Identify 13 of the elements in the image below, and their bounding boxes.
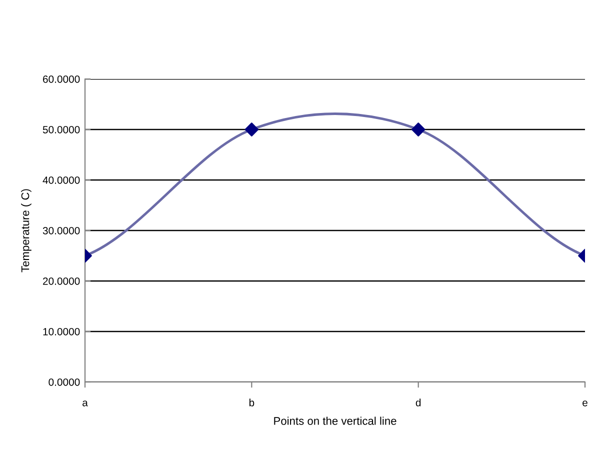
y-tick-label: 30.0000 (42, 227, 80, 234)
y-tick-label: 20.0000 (43, 278, 80, 285)
x-axis-title: Points on the vertical line (274, 416, 396, 425)
y-tick-label: 50.0000 (42, 126, 80, 134)
y-axis-title: Temperature ( C) (21, 189, 32, 272)
x-tick-label: e (582, 400, 588, 406)
x-tick-label: b (249, 398, 254, 406)
y-tick-label: 40.0000 (42, 176, 80, 184)
x-tick-label: a (82, 400, 88, 406)
x-tick-label: d (416, 398, 421, 406)
y-tick-label: 10.0000 (43, 328, 80, 336)
y-tick-label: 60.0000 (43, 76, 80, 83)
y-tick-label: 0.0000 (48, 378, 80, 386)
